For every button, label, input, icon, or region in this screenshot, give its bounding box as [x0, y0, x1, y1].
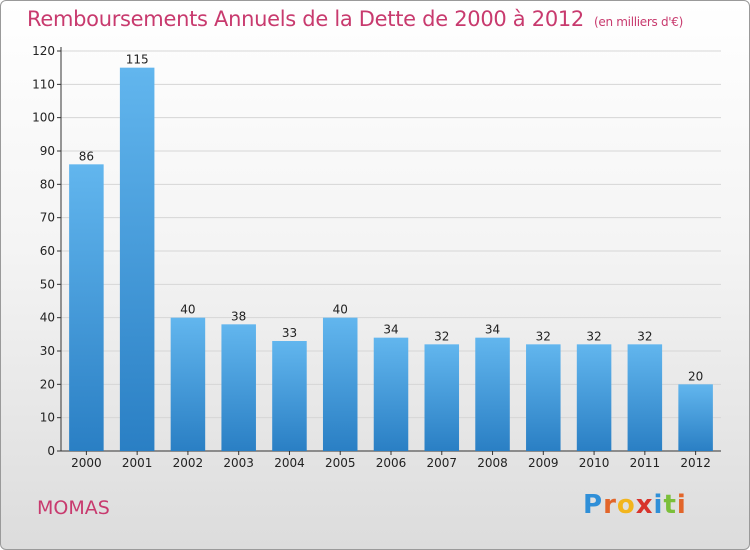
x-tick-label-2009: 2009 — [528, 456, 559, 470]
bar-2006 — [373, 337, 409, 451]
proxiti-logo: Proxiti — [583, 490, 687, 520]
data-label-2006: 34 — [383, 323, 398, 337]
chart-title-text: Remboursements Annuels de la Dette de 20… — [27, 7, 584, 31]
bars — [69, 67, 713, 452]
bar-2002 — [170, 317, 206, 451]
bar-2003 — [221, 324, 256, 451]
data-label-2005: 40 — [333, 303, 348, 317]
labels: 0 10 20 30 40 50 60 70 80 90 100 110 120 86 2000 115 200… — [32, 44, 711, 470]
x-tick-label-2008: 2008 — [477, 456, 508, 470]
x-tick-label-2002: 2002 — [173, 456, 204, 470]
y-tick-label: 10 — [40, 411, 55, 425]
logo-letter: t — [663, 490, 677, 520]
y-tick-label: 50 — [40, 277, 55, 291]
x-tick-label-2005: 2005 — [325, 456, 356, 470]
bar-2012 — [678, 384, 713, 451]
x-tick-label-2011: 2011 — [630, 456, 661, 470]
commune-name: MOMAS — [37, 497, 110, 519]
bar-2008 — [475, 337, 510, 451]
y-tick-label: 100 — [32, 111, 55, 125]
data-label-2012: 20 — [688, 369, 703, 383]
y-tick-label: 0 — [47, 444, 55, 458]
data-label-2000: 86 — [79, 149, 94, 163]
data-label-2007: 32 — [434, 329, 449, 343]
chart-title: Remboursements Annuels de la Dette de 20… — [27, 7, 683, 31]
logo-letter: r — [603, 490, 617, 520]
y-tick-label: 90 — [40, 144, 55, 158]
y-tick-label: 20 — [40, 377, 55, 391]
logo-letter: i — [653, 490, 664, 520]
x-tick-label-2001: 2001 — [122, 456, 153, 470]
y-tick-label: 40 — [40, 311, 55, 325]
y-tick-label: 30 — [40, 344, 55, 358]
y-tick-label: 70 — [40, 211, 55, 225]
data-label-2010: 32 — [586, 329, 601, 343]
y-tick-label: 110 — [32, 77, 55, 91]
bar-2011 — [627, 344, 663, 451]
bar-2010 — [576, 344, 612, 451]
data-label-2008: 34 — [485, 323, 500, 337]
x-tick-label-2010: 2010 — [579, 456, 610, 470]
data-label-2011: 32 — [637, 329, 652, 343]
x-tick-label-2003: 2003 — [223, 456, 254, 470]
x-tick-label-2006: 2006 — [376, 456, 407, 470]
logo-letter: x — [635, 490, 654, 520]
x-tick-label-2012: 2012 — [680, 456, 711, 470]
bar-2005 — [322, 317, 358, 451]
data-label-2002: 40 — [180, 303, 195, 317]
logo-letter: o — [616, 490, 636, 520]
bar-2007 — [424, 344, 460, 451]
bar-2001 — [119, 67, 155, 452]
y-tick-label: 80 — [40, 177, 55, 191]
chart-subtitle: (en milliers d'€) — [594, 15, 684, 29]
bar-2004 — [272, 341, 307, 451]
data-label-2003: 38 — [231, 309, 246, 323]
logo-letter: P — [583, 490, 604, 520]
y-tick-label: 120 — [32, 44, 55, 58]
x-tick-label-2000: 2000 — [71, 456, 102, 470]
data-label-2009: 32 — [536, 329, 551, 343]
x-tick-label-2007: 2007 — [426, 456, 457, 470]
x-tick-label-2004: 2004 — [274, 456, 305, 470]
y-tick-label: 60 — [40, 244, 55, 258]
data-label-2001: 115 — [126, 53, 149, 67]
bar-2009 — [526, 344, 561, 451]
logo-letter: i — [676, 490, 687, 520]
bar-2000 — [69, 164, 104, 452]
data-label-2004: 33 — [282, 326, 297, 340]
